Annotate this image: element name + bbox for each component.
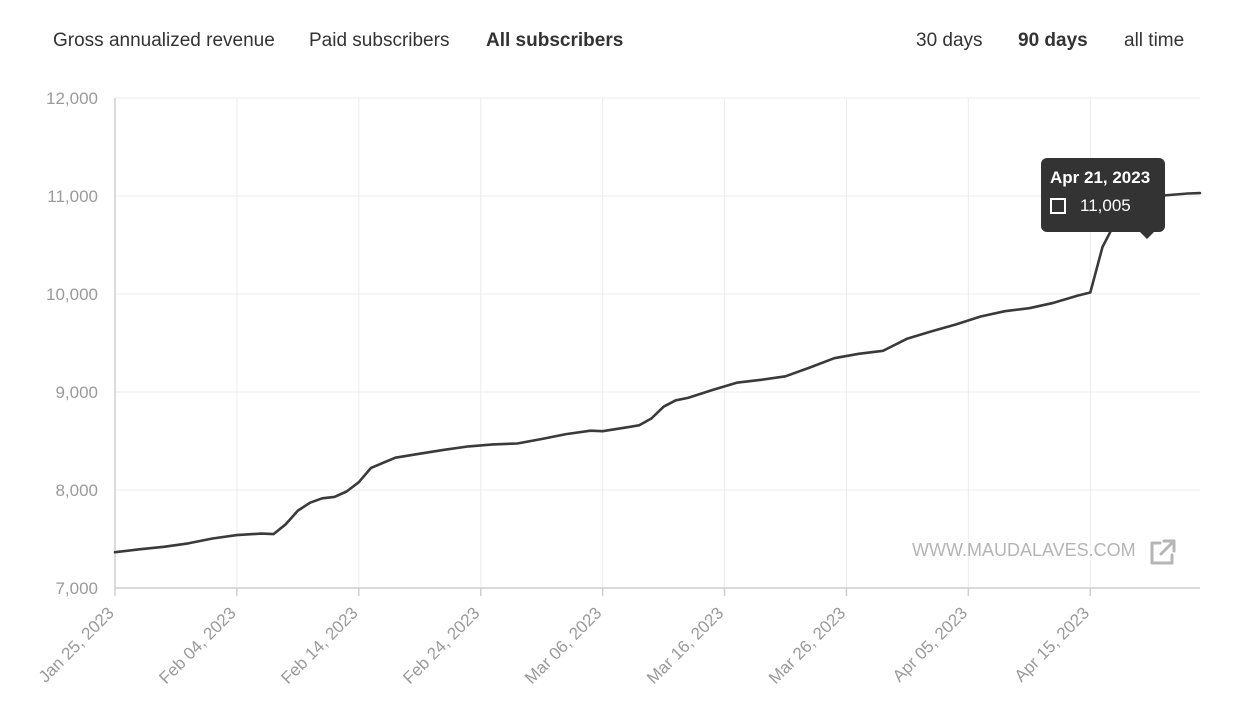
- tooltip-row: 11,005: [1050, 196, 1165, 216]
- x-tick-label: Jan 25, 2023: [35, 603, 118, 686]
- tooltip-date: Apr 21, 2023: [1050, 168, 1151, 187]
- tooltip-value: 11,005: [1080, 196, 1131, 215]
- x-tick-label: Apr 15, 2023: [1011, 603, 1093, 685]
- chart-axes: [114, 98, 1200, 596]
- y-tick-label: 11,000: [47, 187, 98, 206]
- chart-tooltip: Apr 21, 2023 11,005: [1041, 158, 1165, 239]
- chart-grid: [114, 97, 1200, 589]
- chart-toolbar: Gross annualized revenue Paid subscriber…: [0, 0, 1252, 84]
- range-30-days[interactable]: 30 days: [916, 30, 983, 51]
- x-tick-label: Mar 26, 2023: [765, 603, 849, 687]
- x-axis-ticks: Jan 25, 2023 Feb 04, 2023 Feb 14, 2023 Feb …: [35, 603, 1093, 687]
- y-tick-label: 9,000: [55, 383, 98, 402]
- series-line-all-subscribers: [113, 191, 1202, 554]
- y-axis-ticks: 7,000 8,000 9,000 10,000 11,000 12,000: [46, 89, 98, 598]
- y-tick-label: 8,000: [55, 481, 98, 500]
- external-link-icon[interactable]: [1146, 537, 1178, 569]
- y-tick-label: 12,000: [46, 89, 98, 108]
- x-tick-label: Feb 04, 2023: [155, 603, 239, 687]
- tooltip-caret: [1139, 231, 1155, 239]
- y-tick-label: 7,000: [55, 579, 98, 598]
- y-tick-label: 10,000: [46, 285, 98, 304]
- tab-paid-subscribers[interactable]: Paid subscribers: [309, 30, 450, 51]
- x-tick-label: Mar 06, 2023: [521, 603, 605, 687]
- range-90-days[interactable]: 90 days: [1018, 30, 1088, 51]
- tab-gross-annualized-revenue[interactable]: Gross annualized revenue: [53, 30, 275, 51]
- x-tick-label: Feb 24, 2023: [399, 603, 483, 687]
- range-all-time[interactable]: all time: [1124, 30, 1185, 51]
- x-tick-label: Feb 14, 2023: [277, 603, 361, 687]
- tab-all-subscribers[interactable]: All subscribers: [486, 30, 624, 51]
- watermark-link[interactable]: WWW.MAUDALAVES.COM: [912, 540, 1136, 560]
- tooltip-series-swatch: [1050, 198, 1066, 214]
- x-tick-label: Apr 05, 2023: [889, 603, 971, 685]
- x-tick-label: Mar 16, 2023: [643, 603, 727, 687]
